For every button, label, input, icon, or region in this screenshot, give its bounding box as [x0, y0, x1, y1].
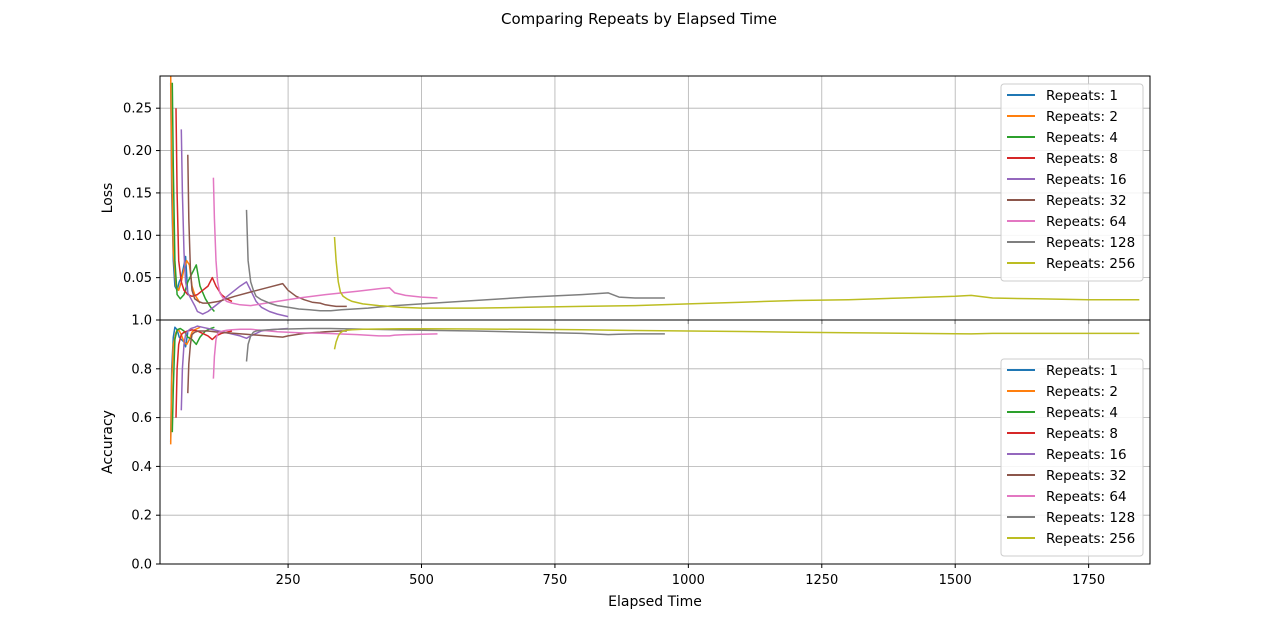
y-tick-label: 0.15 — [123, 186, 152, 201]
x-tick-label: 1000 — [672, 573, 705, 588]
series-line-6 — [187, 330, 347, 394]
series-line-9 — [333, 236, 1140, 309]
legend-label: Repeats: 128 — [1046, 510, 1135, 526]
legend-label: Repeats: 8 — [1046, 151, 1118, 167]
legend-label: Repeats: 128 — [1046, 235, 1135, 251]
legend-label: Repeats: 256 — [1046, 531, 1135, 547]
x-axis-label: Elapsed Time — [608, 594, 702, 610]
figure-title: Comparing Repeats by Elapsed Time — [501, 10, 777, 28]
legend-label: Repeats: 2 — [1046, 109, 1118, 125]
y-axis-label: Accuracy — [100, 410, 116, 474]
legend-label: Repeats: 16 — [1046, 172, 1127, 188]
legend: Repeats: 1 Repeats: 2 Repeats: 4 Repeats: 8… — [1000, 358, 1144, 557]
series-line-9 — [333, 328, 1140, 350]
series-line-2 — [169, 76, 201, 304]
legend-label: Repeats: 64 — [1046, 214, 1127, 230]
y-tick-label: 0.0 — [131, 558, 152, 573]
y-tick-label: 0.4 — [131, 460, 152, 475]
x-tick-label: 250 — [276, 573, 301, 588]
x-tick-label: 1750 — [1072, 573, 1105, 588]
legend-label: Repeats: 1 — [1046, 88, 1118, 104]
legend-label: Repeats: 64 — [1046, 489, 1127, 505]
axes-frame — [159, 319, 1151, 565]
series-line-3 — [171, 82, 215, 312]
legend-label: Repeats: 32 — [1046, 468, 1127, 484]
legend-box — [1000, 83, 1144, 282]
y-tick-label: 0.25 — [123, 102, 152, 117]
series-line-5 — [180, 129, 289, 318]
series-line-5 — [180, 325, 289, 411]
y-tick-label: 0.05 — [123, 271, 152, 286]
y-axis-label: Loss — [100, 183, 116, 214]
series-line-6 — [187, 154, 347, 308]
legend-label: Repeats: 1 — [1046, 363, 1118, 379]
legend-box — [1000, 358, 1144, 557]
y-tick-label: 0.20 — [123, 144, 152, 159]
series-line-7 — [212, 177, 438, 307]
series-line-8 — [245, 327, 665, 362]
x-tick-label: 1250 — [805, 573, 838, 588]
x-tick-label: 750 — [543, 573, 568, 588]
y-tick-label: 1.0 — [131, 314, 152, 329]
legend-label: Repeats: 4 — [1046, 130, 1118, 146]
series-line-8 — [245, 209, 665, 312]
y-tick-label: 0.2 — [131, 509, 152, 524]
x-tick-label: 500 — [409, 573, 434, 588]
legend-label: Repeats: 2 — [1046, 384, 1118, 400]
legend-label: Repeats: 32 — [1046, 193, 1127, 209]
y-tick-label: 0.6 — [131, 411, 152, 426]
series-group — [169, 76, 1140, 318]
legend-label: Repeats: 256 — [1046, 256, 1135, 272]
series-group — [169, 325, 1140, 445]
legend-label: Repeats: 8 — [1046, 426, 1118, 442]
legend-label: Repeats: 4 — [1046, 405, 1118, 421]
accuracy-chart: 250 500 750 1000 1250 1500 1750 0.0 0.2 0.4 0.6 0.8… — [100, 314, 1151, 610]
x-tick-label: 1500 — [939, 573, 972, 588]
y-tick-label: 0.10 — [123, 229, 152, 244]
legend: Repeats: 1 Repeats: 2 Repeats: 4 Repeats: 8… — [1000, 83, 1144, 282]
legend-label: Repeats: 16 — [1046, 447, 1127, 463]
y-tick-label: 0.8 — [131, 362, 152, 377]
